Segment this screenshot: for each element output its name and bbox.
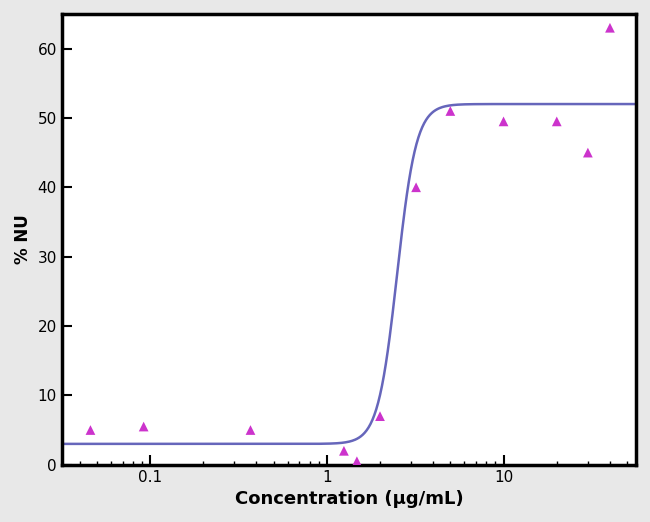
Point [552, 117, 562, 126]
Point [85, 426, 96, 434]
Point [138, 422, 149, 431]
Y-axis label: % NU: % NU [14, 215, 32, 264]
Point [445, 107, 456, 115]
X-axis label: Concentration (μg/mL): Concentration (μg/mL) [235, 490, 463, 508]
Point [604, 23, 615, 32]
Point [245, 426, 255, 434]
Point [339, 447, 349, 455]
Point [411, 183, 421, 192]
Point [499, 117, 509, 126]
Point [352, 457, 362, 466]
Point [582, 148, 593, 157]
Point [375, 412, 385, 420]
